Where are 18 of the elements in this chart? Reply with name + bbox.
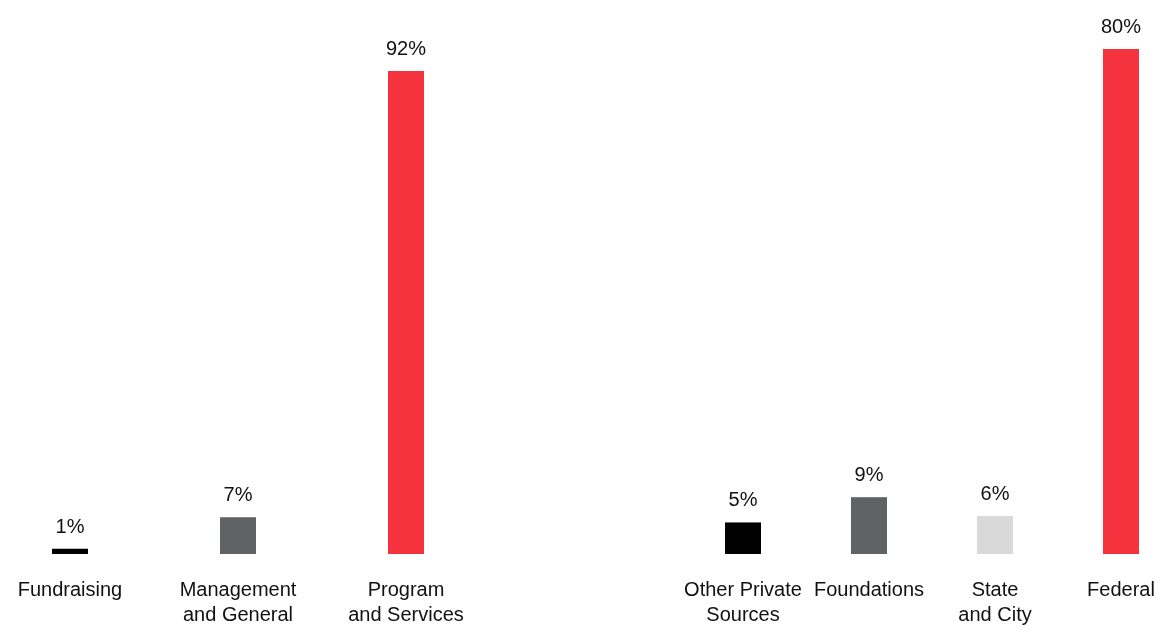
data-label: 80% [1100,15,1142,37]
bar [1103,49,1139,554]
bar [851,497,887,554]
bar [725,522,761,554]
x-tick-label: Management and General [179,578,297,625]
x-tick-label: Federal [1087,578,1155,600]
data-label: 92% [385,37,427,59]
x-tick-label: Other Private Sources [684,578,802,625]
data-label: 5% [728,488,758,511]
x-tick-label: Program and Services [348,578,464,625]
data-label: 9% [854,463,884,486]
data-label: 1% [55,514,85,537]
data-label: 7% [223,483,253,506]
bar [977,516,1013,554]
x-tick-label: Foundations [813,578,925,600]
x-tick-label: Fundraising [17,578,123,600]
data-label: 6% [980,482,1010,505]
x-tick-label: State and City [958,578,1032,625]
